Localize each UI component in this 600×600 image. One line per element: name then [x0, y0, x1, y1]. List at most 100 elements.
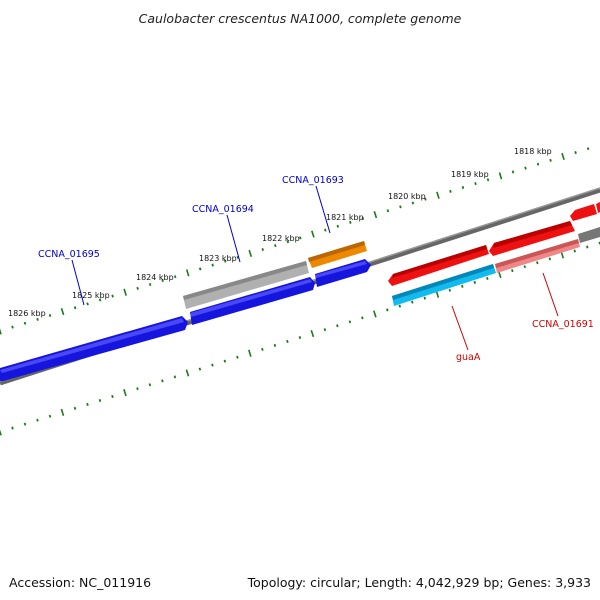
major-tick — [310, 330, 315, 338]
minor-tick — [586, 245, 589, 249]
minor-tick — [524, 166, 527, 170]
tick-labels: 1826 kbp 1825 kbp 1824 kbp 1823 kbp 1822… — [8, 147, 552, 318]
summary-text: Topology: circular; Length: 4,042,929 bp… — [247, 575, 591, 590]
minor-tick — [423, 296, 427, 300]
tick-label: 1826 kbp — [8, 309, 46, 318]
minor-tick — [36, 418, 39, 422]
callout-line — [71, 259, 85, 306]
minor-tick — [348, 320, 352, 324]
major-tick — [311, 230, 315, 238]
gene-red-4[interactable] — [596, 202, 600, 213]
major-tick — [0, 429, 2, 436]
callout-line — [315, 185, 331, 234]
minor-tick — [173, 375, 177, 379]
minor-tick — [398, 304, 402, 308]
tick-label: 1820 kbp — [388, 192, 426, 201]
minor-tick — [236, 355, 239, 359]
minor-tick — [23, 321, 27, 325]
minor-tick — [173, 275, 177, 279]
gene-red-3[interactable] — [570, 204, 597, 221]
minor-tick — [211, 363, 214, 367]
minor-tick — [11, 426, 14, 430]
tick-label: 1822 kbp — [262, 234, 300, 243]
minor-tick — [536, 261, 539, 265]
minor-tick — [136, 387, 139, 391]
minor-tick — [111, 395, 114, 399]
major-tick — [373, 211, 378, 219]
minor-tick — [273, 343, 277, 347]
map-title: Caulobacter crescentus NA1000, complete … — [139, 11, 462, 26]
major-tick — [0, 328, 2, 335]
major-tick — [561, 152, 565, 161]
minor-tick — [98, 298, 102, 302]
minor-tick — [161, 279, 164, 283]
minor-tick — [411, 201, 415, 205]
tick-label: 1818 kbp — [514, 147, 552, 156]
minor-tick — [11, 325, 14, 329]
minor-tick — [574, 151, 577, 155]
major-tick — [185, 369, 190, 377]
minor-tick — [573, 249, 576, 253]
tick-label: 1819 kbp — [451, 170, 489, 179]
minor-tick — [148, 383, 152, 387]
gene-label-ccna-01695[interactable]: CCNA_01695 — [38, 249, 100, 260]
minor-tick — [223, 259, 227, 263]
major-tick — [373, 310, 377, 318]
gene-highlight — [190, 279, 312, 317]
minor-tick — [161, 379, 164, 383]
forward-strand-genes — [0, 241, 371, 381]
minor-tick — [449, 189, 452, 193]
tick-label: 1825 kbp — [72, 291, 110, 300]
minor-tick — [298, 336, 302, 340]
minor-tick — [324, 228, 327, 232]
minor-tick — [148, 282, 152, 286]
major-tick — [123, 288, 127, 296]
tick-track-upper — [0, 147, 590, 335]
gene-highlight — [183, 261, 307, 300]
minor-tick — [286, 339, 289, 343]
minor-tick — [198, 367, 202, 371]
minor-tick — [411, 300, 414, 304]
minor-tick — [48, 313, 52, 317]
minor-tick — [536, 162, 540, 166]
callout-line — [226, 214, 241, 263]
minor-tick — [386, 209, 390, 213]
minor-tick — [486, 178, 490, 182]
major-tick — [123, 389, 127, 397]
gene-callouts: CCNA_01695 CCNA_01694 CCNA_01693 guaA CC… — [38, 175, 594, 363]
minor-tick — [523, 265, 527, 269]
gene-label-guaa[interactable]: guaA — [456, 352, 481, 363]
minor-tick — [461, 185, 465, 189]
minor-tick — [386, 308, 389, 312]
minor-tick — [549, 158, 552, 162]
callout-line — [451, 305, 469, 351]
minor-tick — [448, 288, 452, 292]
minor-tick — [299, 236, 302, 240]
minor-tick — [261, 347, 264, 351]
minor-tick — [86, 402, 89, 406]
minor-tick — [511, 170, 515, 174]
gene-label-ccna-01691[interactable]: CCNA_01691 — [532, 319, 594, 330]
minor-tick — [48, 414, 52, 418]
gene-label-ccna-01694[interactable]: CCNA_01694 — [192, 204, 254, 215]
major-tick — [60, 308, 65, 316]
minor-tick — [73, 406, 77, 410]
minor-tick — [399, 205, 402, 209]
minor-tick — [211, 263, 214, 267]
gene-label-ccna-01693[interactable]: CCNA_01693 — [282, 175, 344, 186]
minor-tick — [98, 399, 102, 403]
major-tick — [248, 349, 252, 357]
gene-highlight — [308, 241, 365, 262]
gene-dark-grey[interactable] — [578, 227, 600, 243]
minor-tick — [261, 248, 264, 252]
minor-tick — [36, 317, 39, 321]
minor-tick — [111, 294, 114, 298]
minor-tick — [548, 257, 552, 261]
callout-line — [542, 272, 559, 317]
gene-highlight — [315, 261, 367, 278]
tick-label: 1823 kbp — [199, 254, 237, 263]
gene-highlight — [493, 221, 572, 248]
minor-tick — [236, 255, 239, 259]
minor-tick — [361, 217, 365, 221]
